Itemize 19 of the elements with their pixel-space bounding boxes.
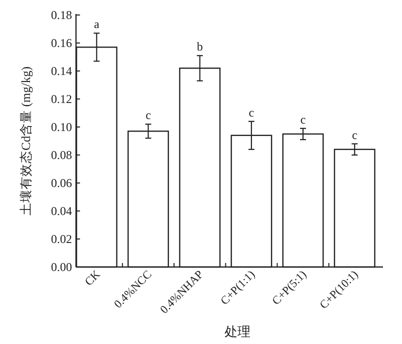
annotation: a: [94, 17, 100, 32]
annotation: c: [352, 128, 358, 142]
y-tick-label: 0.08: [51, 148, 72, 162]
y-tick-label: 0.04: [51, 204, 72, 218]
annotation: c: [146, 108, 151, 122]
annotation: b: [196, 40, 203, 54]
y-tick-label: 0.06: [51, 176, 72, 190]
y-tick-label: 0.18: [51, 8, 72, 22]
y-tick-label: 0.16: [51, 36, 72, 50]
y-axis-title: 土壤有效态Cd含量 (mg/kg): [19, 66, 33, 216]
y-tick-label: 0.00: [51, 260, 72, 274]
annotation: c: [248, 105, 254, 120]
y-tick-label: 0.02: [51, 232, 72, 246]
y-tick-label: 0.14: [51, 64, 72, 78]
y-tick-label: 0.12: [51, 92, 72, 106]
annotation: c: [300, 112, 306, 126]
x-axis-title: 处理: [224, 324, 250, 339]
y-tick-label: 0.10: [51, 120, 72, 134]
x-tick-label: CK: [82, 268, 104, 288]
